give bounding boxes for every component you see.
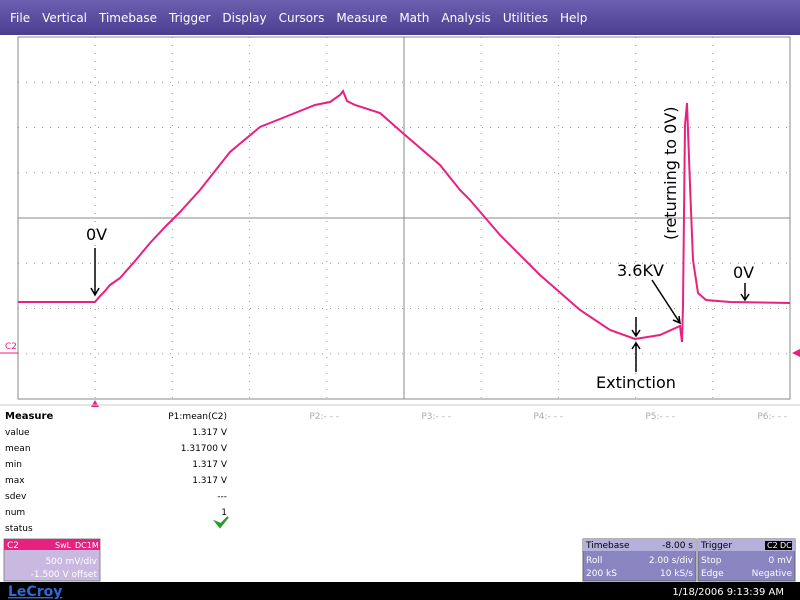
annotations: 0V 3.6KV 0V Extinction (returning to 0V) xyxy=(86,106,754,392)
measure-row-label: status xyxy=(5,524,33,534)
trigger-box: Trigger C2 DC Stop 0 mV Edge Negative xyxy=(697,538,796,582)
datetime: 1/18/2006 9:13:39 AM xyxy=(672,587,784,598)
measure-value: 1.317 V xyxy=(192,428,228,438)
trigger-source: C2 xyxy=(767,541,778,550)
box-value: 0 mV xyxy=(768,556,792,566)
measure-row-label: sdev xyxy=(5,492,27,502)
arrow xyxy=(631,317,641,338)
offset-marker xyxy=(792,349,800,357)
menu-item[interactable]: Analysis xyxy=(441,10,491,25)
measure-column: P3:- - - xyxy=(421,412,451,422)
menu-item[interactable]: Cursors xyxy=(278,10,325,25)
measure-value: 1 xyxy=(221,508,227,518)
box-value: 2.00 s/div xyxy=(649,556,694,566)
menu-item[interactable]: File xyxy=(10,10,31,25)
menu-item[interactable]: Vertical xyxy=(42,10,88,25)
measure-row-label: min xyxy=(5,460,22,470)
measure-value: --- xyxy=(217,492,227,502)
menu-bar: File Vertical Timebase Trigger Display Cursor… xyxy=(0,0,800,35)
menu-item[interactable]: Measure xyxy=(336,10,388,25)
channel-name: C2 xyxy=(7,541,19,551)
menu-item[interactable]: Trigger xyxy=(169,10,211,25)
measure-row-label: max xyxy=(5,476,25,486)
measure-column: P4:- - - xyxy=(533,412,563,422)
arrow xyxy=(740,283,750,302)
box-label: Roll xyxy=(586,556,602,566)
channel-scale: 500 mV/div xyxy=(45,557,97,567)
trigger-coupling: DC xyxy=(780,541,792,550)
arrow xyxy=(631,341,641,372)
menu-item[interactable]: Timebase xyxy=(99,10,157,25)
grid-area xyxy=(0,35,800,405)
box-label: 200 kS xyxy=(586,569,617,579)
annotation: 0V xyxy=(733,263,754,282)
measure-value: 1.317 V xyxy=(192,460,228,470)
box-title: Trigger xyxy=(700,541,732,551)
measure-column: P6:- - - xyxy=(757,412,787,422)
box-value: 10 kS/s xyxy=(660,569,693,579)
box-label: Stop xyxy=(701,556,722,566)
measure-column: P1:mean(C2) xyxy=(168,412,227,422)
box-value: -8.00 s xyxy=(662,541,693,551)
menu-item[interactable]: Display xyxy=(222,10,267,25)
measure-column: P2:- - - xyxy=(309,412,339,422)
annotation: Extinction xyxy=(596,373,676,392)
timebase-box: Timebase -8.00 s Roll 2.00 s/div 200 kS … xyxy=(582,538,697,582)
measure-table: Measure P1:mean(C2) P2:- - - P3:- - - P4:- -… xyxy=(5,411,787,534)
measure-value: 1.31700 V xyxy=(181,444,228,454)
annotation: 0V xyxy=(86,225,107,244)
arrow xyxy=(651,279,681,325)
measure-row-label: mean xyxy=(5,444,31,454)
measure-column: P5:- - - xyxy=(645,412,675,422)
arrows xyxy=(90,248,750,372)
waveform xyxy=(18,88,791,343)
status-check xyxy=(212,516,229,529)
menu-item[interactable]: Utilities xyxy=(502,10,548,25)
box-value: Negative xyxy=(752,569,793,579)
measure-row-label: value xyxy=(5,428,30,438)
channel-box: C2 SwL DC1M 500 mV/div -1.500 V offset xyxy=(3,538,101,582)
menu-item[interactable]: Math xyxy=(399,10,430,25)
scope-screen: C2 0V 3.6KV 0V Extinction (returning to … xyxy=(0,35,800,600)
channel-tag: DC1M xyxy=(75,541,99,550)
annotation: (returning to 0V) xyxy=(661,106,680,240)
measure-title: Measure xyxy=(5,411,53,422)
channel-tag: SwL xyxy=(55,541,72,550)
box-title: Timebase xyxy=(585,541,630,551)
annotation: 3.6KV xyxy=(617,261,664,280)
measure-value: 1.317 V xyxy=(192,476,228,486)
footer-bar xyxy=(0,582,800,600)
channel-offset: -1.500 V offset xyxy=(31,570,98,580)
menu-item[interactable]: Help xyxy=(559,10,588,25)
box-label: Edge xyxy=(701,569,724,579)
measure-row-label: num xyxy=(5,508,25,518)
brand: LeCroy xyxy=(8,584,62,600)
channel-marker: C2 xyxy=(5,342,17,352)
arrow xyxy=(90,248,100,297)
